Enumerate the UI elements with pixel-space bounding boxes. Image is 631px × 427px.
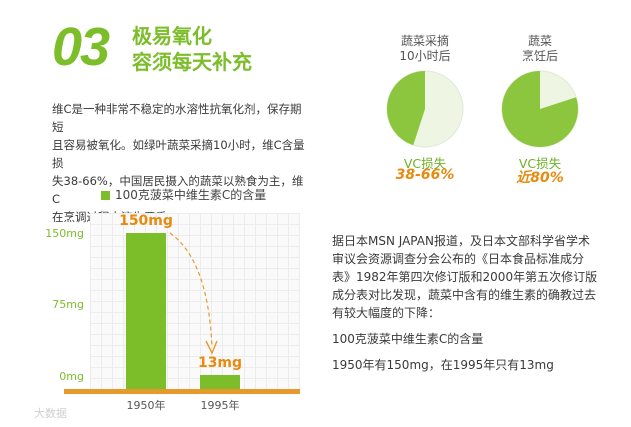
intro-paragraph: 维C是一种非常不稳定的水溶性抗氧化剂，保存期短 且容易被氧化。如绿叶蔬菜采摘10… (52, 100, 307, 226)
decline-arrow (169, 232, 218, 355)
pie1-label-line2: 10小时后 (399, 49, 451, 63)
pie1-chart (386, 70, 464, 148)
y-tick-label: 150mg (45, 227, 84, 240)
pie2-chart (501, 70, 579, 148)
section-title-line2: 容须每天补充 (132, 50, 252, 74)
source-line: 据日本MSN JAPAN报道，及日本文部科学省学术 (332, 234, 590, 248)
x-tick-1950: 1950年 (126, 399, 166, 412)
bar-1995 (200, 375, 240, 389)
legend-swatch (101, 191, 110, 200)
source-line: 审议会资源调查分会公布的《日本食品标准成分 (332, 252, 585, 266)
pie1-label: 蔬菜采摘 10小时后 (385, 34, 465, 64)
source-line: 表》1982年第四次修订版和2000年第五次修订版 (332, 270, 598, 284)
x-tick-1995: 1995年 (200, 399, 240, 412)
pie2-label: 蔬菜 烹饪后 (500, 34, 580, 64)
source-line: 有较大幅度的下降： (332, 306, 441, 320)
x-axis (64, 389, 300, 394)
legend-text: 100克菠菜中维生素C的含量 (115, 188, 267, 202)
decline-arrow-line (169, 232, 213, 348)
pie1-loss-slice (387, 71, 425, 146)
pie2-vc-label: VC损失 (518, 156, 562, 171)
bar-label-1950: 150mg (119, 213, 173, 229)
y-tick-label: 75mg (52, 298, 84, 311)
source-paragraph: 据日本MSN JAPAN报道，及日本文部科学省学术 审议会资源调查分会公布的《日… (332, 232, 622, 322)
intro-line: 且容易被氧化。如绿叶蔬菜采摘10小时，维C含量损 (52, 138, 305, 170)
pie1-percent: 38-66% (395, 167, 455, 183)
watermark-text: 大数据 (34, 407, 67, 420)
pie1-label-line1: 蔬菜采摘 (400, 34, 449, 48)
chart-grid (90, 213, 300, 389)
section-number: 03 (52, 17, 110, 77)
section-title-line1: 极易氧化 (132, 24, 212, 48)
source-line: 成分表对比发现，蔬菜中含有的维生素的确教过去 (332, 288, 597, 302)
bar-label-1995: 13mg (197, 355, 243, 372)
intro-line: 失38-66%，中国居民摄入的蔬菜以熟食为主，维C (52, 174, 304, 206)
intro-line: 维C是一种非常不稳定的水溶性抗氧化剂，保存期短 (52, 102, 302, 134)
pie2-label-line2: 烹饪后 (521, 49, 558, 63)
pie2-loss-slice (501, 71, 578, 147)
bar-1950 (126, 233, 166, 389)
y-tick-label: 0mg (59, 370, 84, 383)
pie2-label-line1: 蔬菜 (527, 34, 552, 48)
pie2-percent: 近80% (516, 170, 564, 186)
spinach-vc-comparison: 1950年有150mg，在1995年只有13mg (332, 358, 554, 372)
spinach-vc-heading: 100克菠菜中维生素C的含量 (332, 332, 484, 346)
decline-arrow-head (205, 340, 218, 355)
pie1-vc-label: VC损失 (403, 156, 447, 171)
